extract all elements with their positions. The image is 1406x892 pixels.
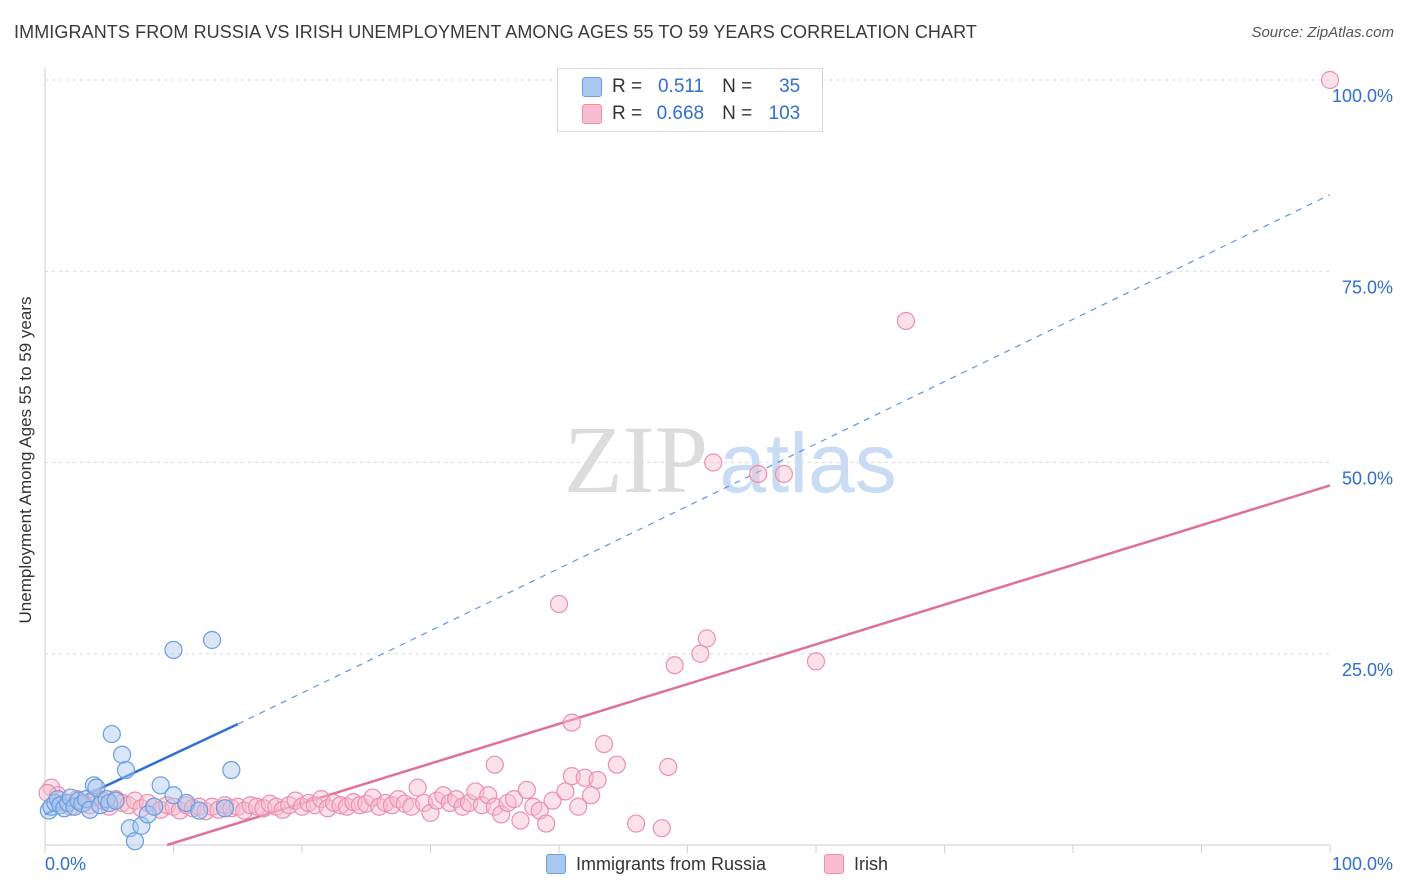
russia-point [106, 791, 125, 810]
irish-point [665, 656, 684, 675]
irish-point [594, 734, 614, 754]
irish-point [806, 652, 826, 671]
irish-point [749, 464, 768, 484]
irish-point [543, 791, 562, 810]
data-points [38, 70, 1340, 851]
watermark-zip: ZIP [564, 406, 708, 513]
irish-point [562, 713, 581, 732]
y-tick-label: 25.0% [1342, 660, 1393, 680]
legend-row-russia: R = 0.511 N = 35 [582, 74, 800, 100]
irish-point [896, 311, 916, 331]
legend-r-label: R = [612, 103, 643, 124]
irish-point [537, 814, 556, 833]
irish-point [492, 805, 511, 824]
irish-point [556, 782, 575, 801]
watermark-atlas: atlas [719, 416, 896, 510]
legend-n-label: N = [722, 103, 753, 124]
legend-r-label: R = [612, 76, 643, 97]
irish-trend-line [166, 484, 1331, 847]
irish-point [479, 786, 498, 805]
x-tick-label: 0.0% [45, 854, 86, 874]
y-tick-labels: 25.0% 50.0% 75.0% 100.0% [1332, 86, 1393, 680]
russia-point [215, 799, 234, 818]
russia-point [116, 760, 136, 780]
irish-point [485, 755, 504, 774]
irish-point [582, 786, 601, 805]
legend-r-value: 0.668 [656, 103, 705, 124]
x-tick-labels: 0.0% 100.0% [45, 854, 1393, 874]
irish-point [607, 755, 626, 774]
irish-point [652, 819, 671, 838]
irish-point [704, 453, 723, 472]
y-tick-label: 50.0% [1342, 469, 1393, 489]
russia-point [80, 800, 100, 819]
irish-point [273, 800, 292, 819]
irish-point [504, 789, 524, 809]
russia-point [190, 801, 209, 820]
bottom-legend-label-russia: Immigrants from Russia [576, 853, 767, 874]
stats-legend: R = 0.511 N = 35 R = 0.668 N = 103 [557, 68, 823, 132]
trend-lines [44, 194, 1331, 847]
bottom-legend-swatch-russia [546, 854, 566, 874]
y-tick-label: 100.0% [1332, 86, 1393, 106]
legend-row-irish: R = 0.668 N = 103 [582, 101, 800, 127]
bottom-legend-russia: Immigrants from Russia [546, 852, 766, 876]
irish-point [659, 757, 678, 777]
y-tick-label: 75.0% [1342, 277, 1393, 297]
russia-point [125, 832, 145, 851]
legend-r-value: 0.511 [657, 76, 705, 97]
irish-point [774, 464, 793, 484]
legend-n-value: 35 [779, 76, 801, 97]
russia-point [145, 797, 164, 816]
irish-point [517, 780, 536, 800]
bottom-legend-label-irish: Irish [854, 853, 889, 874]
chart-title: IMMIGRANTS FROM RUSSIA VS IRISH UNEMPLOY… [14, 22, 978, 42]
irish-point [691, 644, 710, 663]
irish-point [626, 814, 646, 833]
russia-point [87, 778, 106, 797]
irish-point [408, 778, 427, 797]
irish-point [549, 594, 569, 614]
russia-point [102, 724, 121, 744]
bottom-legend-irish: Irish [824, 852, 888, 876]
russia-point [164, 640, 183, 660]
russia-point [112, 745, 132, 764]
irish-point [38, 783, 57, 803]
legend-swatch-russia [582, 77, 602, 97]
legend-n-label: N = [722, 76, 753, 97]
legend-swatch-irish [582, 104, 602, 124]
russia-point [132, 816, 151, 835]
source-label: Source: ZipAtlas.com [1251, 24, 1394, 41]
russia-point [151, 776, 170, 795]
gridlines [45, 79, 1330, 655]
russia-point [202, 630, 222, 650]
legend-n-value: 103 [768, 103, 801, 124]
russia-point [222, 760, 241, 780]
irish-point [588, 770, 607, 790]
russia-point [84, 776, 103, 795]
irish-point [697, 629, 716, 648]
irish-point [1320, 70, 1340, 90]
axes [44, 68, 1331, 853]
irish-point [569, 797, 588, 816]
bottom-legend-swatch-irish [824, 854, 844, 874]
x-tick-label: 100.0% [1332, 854, 1393, 874]
russia-trend-dashed [237, 194, 1331, 725]
irish-point [511, 811, 530, 830]
